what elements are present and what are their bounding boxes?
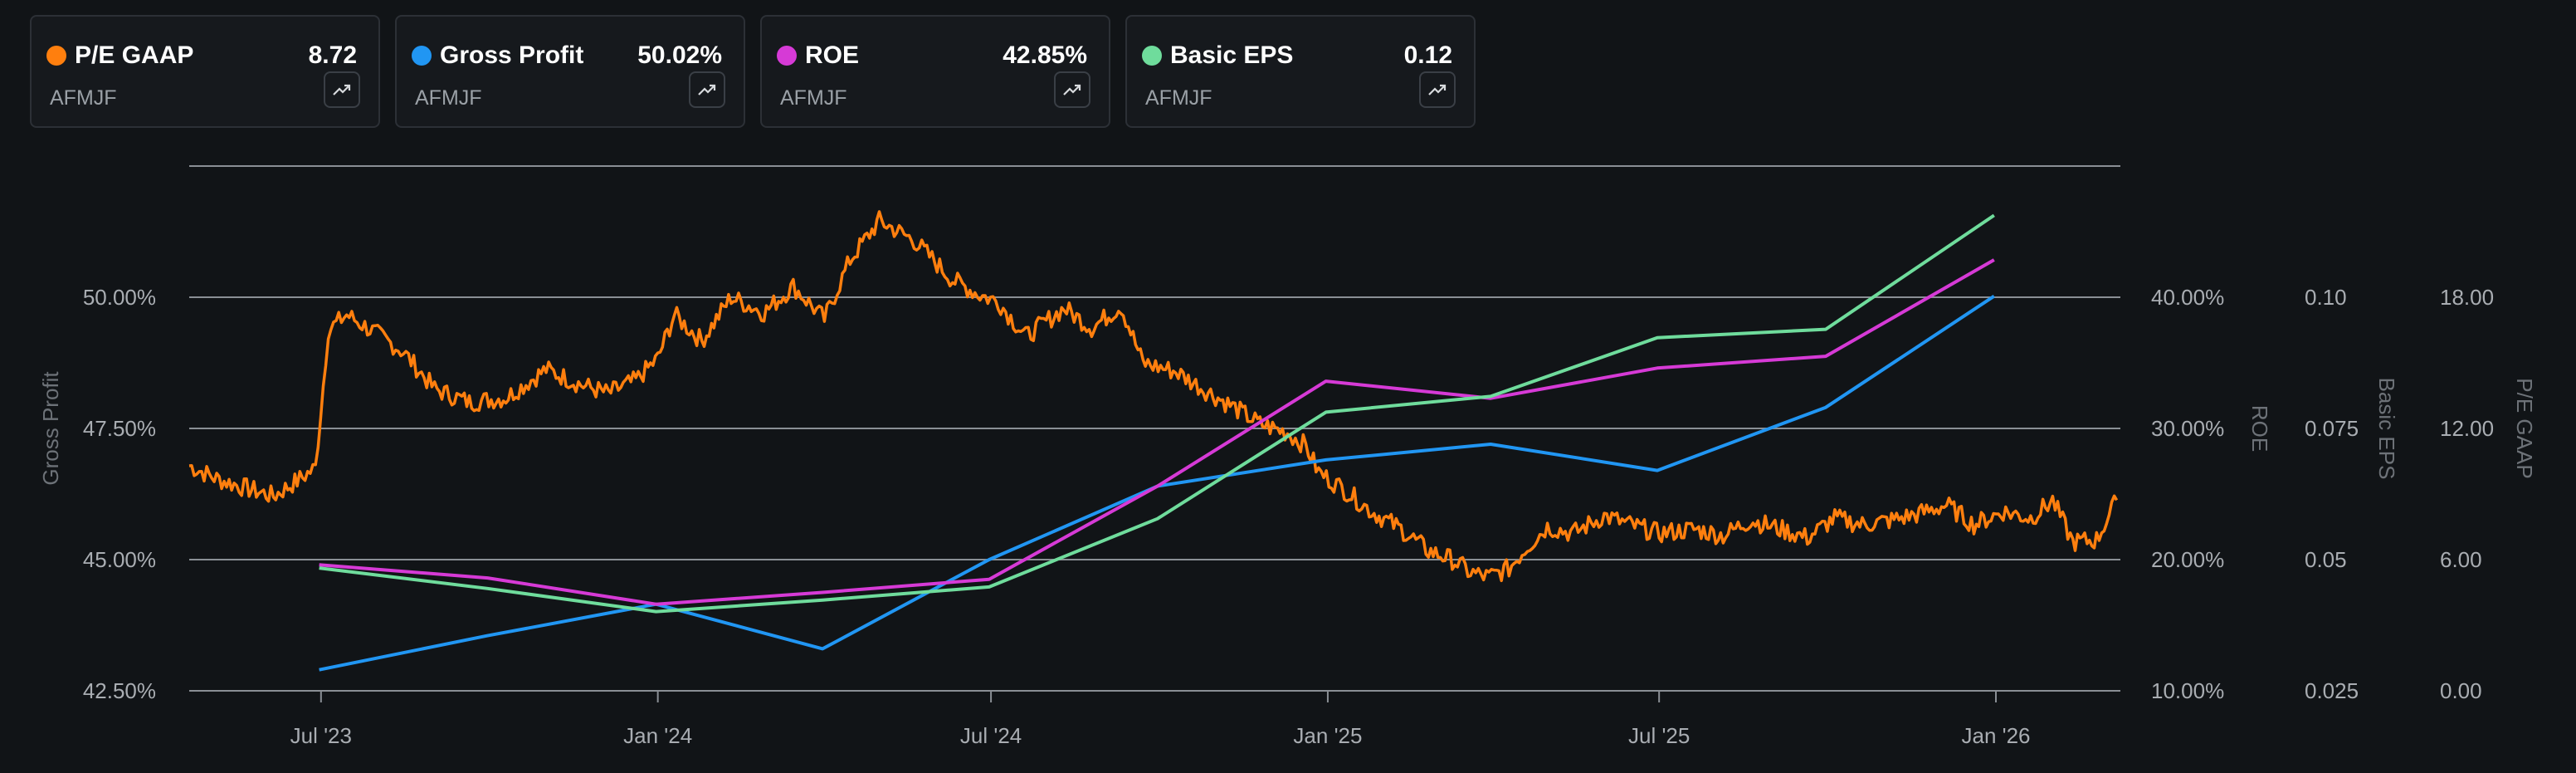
y-tick-label-pe: 12.00	[2440, 416, 2494, 441]
axis-title-pe: P/E GAAP	[2512, 378, 2537, 478]
metric-card-pe-gaap[interactable]: P/E GAAP 8.72 AFMJF	[30, 15, 380, 128]
y-tick-label-eps: 0.05	[2305, 547, 2347, 572]
series-color-dot	[412, 46, 432, 66]
trend-up-icon[interactable]	[324, 71, 360, 108]
x-tick-label: Jul '23	[290, 723, 352, 748]
metric-value: 8.72	[308, 42, 357, 69]
y-tick-label-roe: 30.00%	[2151, 416, 2224, 441]
axis-title-eps: Basic EPS	[2374, 378, 2399, 480]
y-tick-label-roe: 10.00%	[2151, 678, 2224, 703]
series-line-gross-profit	[319, 295, 1995, 672]
y-tick-label-pe: 18.00	[2440, 285, 2494, 310]
metric-ticker: AFMJF	[415, 86, 482, 110]
x-tick-label: Jan '25	[1293, 723, 1362, 748]
y-tick-label-roe: 20.00%	[2151, 547, 2224, 572]
y-tick-label-gp: 47.50%	[83, 416, 156, 441]
y-tick-label-roe: 40.00%	[2151, 285, 2224, 310]
metric-name: Gross Profit	[440, 42, 584, 69]
trend-up-icon[interactable]	[1419, 71, 1456, 108]
metric-ticker: AFMJF	[1145, 86, 1212, 110]
x-tick-label: Jul '24	[960, 723, 1022, 748]
y-tick-label-pe: 0.00	[2440, 678, 2482, 703]
trend-up-icon[interactable]	[1054, 71, 1090, 108]
y-tick-label-gp: 45.00%	[83, 547, 156, 572]
y-tick-label-pe: 6.00	[2440, 547, 2482, 572]
series-color-dot	[1142, 46, 1162, 66]
metric-cards: P/E GAAP 8.72 AFMJF Gross Profit 50.02% …	[30, 15, 1476, 128]
trend-up-icon[interactable]	[689, 71, 725, 108]
y-tick-label-eps: 0.075	[2305, 416, 2359, 441]
metric-name: ROE	[805, 42, 860, 69]
metric-name: P/E GAAP	[75, 42, 194, 69]
metric-card-basic-eps[interactable]: Basic EPS 0.12 AFMJF	[1125, 15, 1476, 128]
metric-value: 50.02%	[637, 42, 722, 69]
metric-value: 0.12	[1403, 42, 1452, 69]
axis-title-gp: Gross Profit	[38, 371, 63, 486]
metric-name: Basic EPS	[1170, 42, 1294, 69]
x-tick-label: Jan '26	[1961, 723, 2030, 748]
metric-card-gross-profit[interactable]: Gross Profit 50.02% AFMJF	[395, 15, 745, 128]
metric-value: 42.85%	[1003, 42, 1087, 69]
y-tick-label-eps: 0.10	[2305, 285, 2347, 310]
x-tick-label: Jul '25	[1628, 723, 1690, 748]
axis-title-roe: ROE	[2247, 405, 2272, 452]
y-tick-label-eps: 0.025	[2305, 678, 2359, 703]
y-tick-label-gp: 42.50%	[83, 678, 156, 703]
y-tick-label-gp: 50.00%	[83, 285, 156, 310]
series-line-roe	[319, 258, 1995, 606]
series-color-dot	[46, 46, 66, 66]
x-tick-label: Jan '24	[623, 723, 692, 748]
series-line-basic-eps	[319, 213, 1995, 614]
series-line-p-e-gaap	[188, 210, 2119, 583]
metric-ticker: AFMJF	[780, 86, 847, 110]
metric-card-roe[interactable]: ROE 42.85% AFMJF	[760, 15, 1110, 128]
series-color-dot	[777, 46, 797, 66]
metric-ticker: AFMJF	[50, 86, 117, 110]
